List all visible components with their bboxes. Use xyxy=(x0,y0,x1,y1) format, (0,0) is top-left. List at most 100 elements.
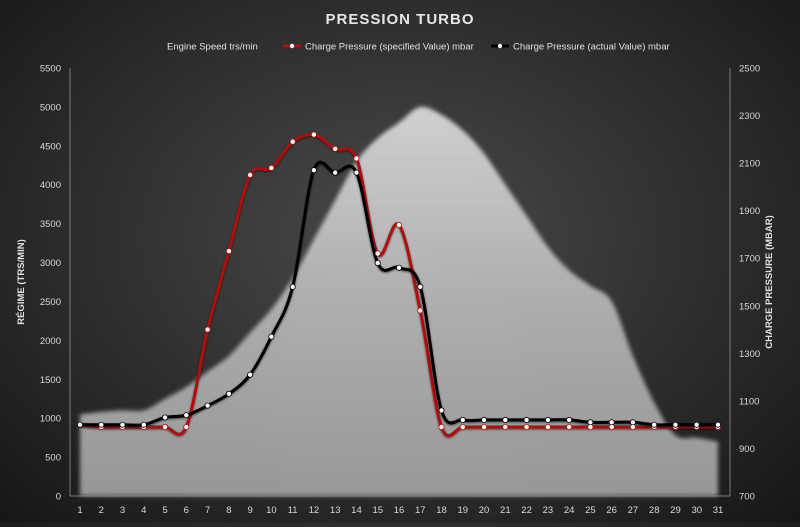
actual-pressure-point xyxy=(119,421,126,428)
right-tick-label: 2100 xyxy=(739,159,760,170)
actual-pressure-point xyxy=(374,259,381,266)
actual-pressure-point xyxy=(204,402,211,409)
specified-pressure-point xyxy=(374,250,381,257)
right-tick-label: 900 xyxy=(739,444,755,455)
x-tick-label: 14 xyxy=(351,505,362,516)
actual-pressure-point xyxy=(183,412,190,419)
x-tick-label: 25 xyxy=(585,505,596,516)
x-tick-label: 11 xyxy=(288,505,298,516)
actual-pressure-point xyxy=(651,421,658,428)
specified-pressure-point xyxy=(502,423,509,430)
actual-pressure-point xyxy=(459,416,466,423)
actual-pressure-point xyxy=(566,416,573,423)
legend-label: Charge Pressure (actual Value) mbar xyxy=(513,42,670,53)
x-tick-label: 16 xyxy=(394,505,405,516)
x-tick-label: 22 xyxy=(521,505,532,516)
actual-pressure-point xyxy=(162,414,169,421)
x-tick-label: 24 xyxy=(564,505,575,516)
specified-pressure-point xyxy=(523,423,530,430)
specified-pressure-point xyxy=(247,171,254,178)
x-tick-label: 1 xyxy=(77,505,82,516)
legend-label: Engine Speed trs/min xyxy=(167,42,258,53)
actual-pressure-point xyxy=(502,416,509,423)
actual-pressure-point xyxy=(629,419,636,426)
x-tick-label: 18 xyxy=(436,505,447,516)
right-tick-label: 2500 xyxy=(739,64,760,75)
left-tick-label: 500 xyxy=(45,453,61,464)
right-tick-label: 1500 xyxy=(739,301,760,312)
specified-pressure-point xyxy=(395,221,402,228)
x-tick-label: 12 xyxy=(309,505,320,516)
legend-swatch-marker xyxy=(497,43,503,49)
legend-swatch-marker xyxy=(289,43,295,49)
x-tick-label: 9 xyxy=(247,505,252,516)
actual-pressure-point xyxy=(481,416,488,423)
engine-speed-area-layer xyxy=(80,106,718,496)
specified-pressure-point xyxy=(225,248,232,255)
x-tick-label: 21 xyxy=(500,505,511,516)
specified-pressure-point xyxy=(353,155,360,162)
x-tick-label: 26 xyxy=(606,505,617,516)
specified-pressure-point xyxy=(183,423,190,430)
x-tick-label: 10 xyxy=(266,505,277,516)
x-tick-label: 31 xyxy=(713,505,724,516)
actual-pressure-point xyxy=(417,283,424,290)
right-tick-label: 1900 xyxy=(739,206,760,217)
engine-speed-area xyxy=(80,106,718,496)
chart-title: PRESSION TURBO xyxy=(325,11,474,28)
right-tick-label: 2300 xyxy=(739,111,760,122)
legend: Engine Speed trs/min Charge Pressure (spe… xyxy=(167,42,670,53)
left-tick-label: 2500 xyxy=(40,297,61,308)
actual-pressure-point xyxy=(672,421,679,428)
actual-pressure-point xyxy=(77,421,84,428)
left-tick-label: 1500 xyxy=(40,375,61,386)
x-tick-label: 30 xyxy=(691,505,702,516)
left-tick-label: 2000 xyxy=(40,336,61,347)
actual-pressure-point xyxy=(608,419,615,426)
left-tick-label: 3000 xyxy=(40,258,61,269)
actual-pressure-point xyxy=(332,169,339,176)
x-tick-label: 2 xyxy=(99,505,104,516)
left-axis-ticks: 0 500 1000 1500 2000 2500 3000 3500 4000 4500 5000… xyxy=(40,64,61,503)
actual-pressure-point xyxy=(98,421,105,428)
specified-pressure-point xyxy=(566,423,573,430)
actual-pressure-point xyxy=(310,167,317,174)
left-tick-label: 1000 xyxy=(40,414,61,425)
left-tick-label: 3500 xyxy=(40,219,61,230)
specified-pressure-point xyxy=(268,164,275,171)
left-tick-label: 0 xyxy=(56,492,61,503)
specified-pressure-point xyxy=(459,423,466,430)
actual-pressure-point xyxy=(140,421,147,428)
actual-pressure-point xyxy=(247,371,254,378)
x-tick-label: 19 xyxy=(458,505,469,516)
left-tick-label: 4500 xyxy=(40,141,61,152)
x-axis-ticks: 1 2 3 4 5 6 7 8 9 10 11 12 13 14 15 16 17 18 19 20 21 22 23 24 2… xyxy=(77,505,723,516)
actual-pressure-point xyxy=(523,416,530,423)
x-tick-label: 17 xyxy=(415,505,426,516)
right-tick-label: 1300 xyxy=(739,349,760,360)
actual-pressure-point xyxy=(225,390,232,397)
specified-pressure-point xyxy=(332,145,339,152)
specified-pressure-point xyxy=(310,131,317,138)
x-tick-label: 29 xyxy=(670,505,681,516)
right-tick-label: 700 xyxy=(739,492,755,503)
right-axis-ticks: 700 900 1100 1300 1500 1700 1900 2100 2300 2500 xyxy=(739,64,760,503)
x-tick-label: 20 xyxy=(479,505,490,516)
actual-pressure-point xyxy=(268,333,275,340)
x-tick-label: 8 xyxy=(226,505,231,516)
actual-pressure-point xyxy=(353,169,360,176)
actual-pressure-point xyxy=(438,407,445,414)
right-tick-label: 1100 xyxy=(739,396,759,407)
left-tick-label: 5000 xyxy=(40,102,61,113)
specified-pressure-point xyxy=(204,326,211,333)
x-tick-label: 28 xyxy=(649,505,660,516)
actual-pressure-point xyxy=(587,419,594,426)
left-tick-label: 5500 xyxy=(40,64,61,75)
x-tick-label: 27 xyxy=(628,505,639,516)
specified-pressure-point xyxy=(289,138,296,145)
x-tick-label: 7 xyxy=(205,505,210,516)
x-tick-label: 3 xyxy=(120,505,125,516)
x-tick-label: 5 xyxy=(162,505,167,516)
